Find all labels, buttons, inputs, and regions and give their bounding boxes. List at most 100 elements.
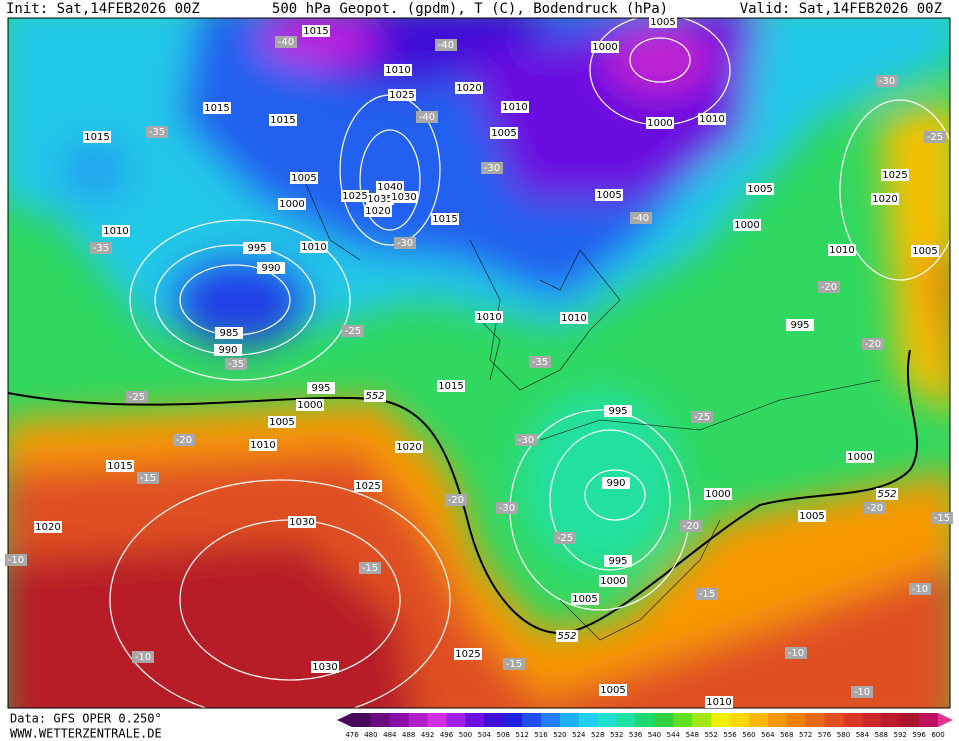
isobar-label-bg — [475, 311, 503, 323]
colorbar-swatch — [465, 713, 485, 727]
isobar-label: 1020 — [35, 522, 60, 533]
temperature-label-bg — [445, 494, 467, 506]
temperature-label-bg — [225, 358, 247, 370]
colorbar-swatch — [786, 713, 807, 727]
isobar-label: 1005 — [912, 246, 937, 257]
isobar-label: 1000 — [600, 576, 625, 587]
isobar-label-bg — [215, 327, 243, 339]
isobar-label: 1035 — [367, 194, 392, 205]
isobar-label: 1000 — [647, 118, 672, 129]
temperature-label-bg — [909, 583, 931, 595]
isobar-label-bg — [388, 89, 416, 101]
colorbar-swatch — [616, 713, 637, 727]
isobar-label-bg — [243, 242, 271, 254]
isobar-label: 1010 — [561, 313, 586, 324]
colorbar-label: 560 — [742, 731, 755, 739]
colorbar-swatch — [730, 713, 750, 727]
temperature-label-bg — [862, 338, 884, 350]
colorbar-swatch — [862, 713, 882, 727]
height-label-bg — [364, 390, 386, 402]
isobar-label: 1010 — [103, 226, 128, 237]
colorbar-label: 580 — [837, 731, 850, 739]
isobar-label: 1010 — [301, 242, 326, 253]
isobar-label: 1005 — [747, 184, 772, 195]
isobar-label-bg — [604, 405, 632, 417]
isobar-label-bg — [390, 191, 418, 203]
temperature-label: -10 — [912, 584, 928, 595]
colorbar-swatch — [654, 713, 674, 727]
isobar-label: 1005 — [491, 128, 516, 139]
isobar-label-bg — [290, 172, 318, 184]
isobar-label: 1010 — [706, 697, 731, 708]
isobar-label: 1025 — [389, 90, 414, 101]
isobar-label-bg — [106, 460, 134, 472]
isobar-label: 1005 — [650, 17, 675, 28]
temperature-label-bg — [137, 472, 159, 484]
colorbar-label: 600 — [931, 731, 944, 739]
isobar-label-bg — [846, 451, 874, 463]
colorbar-swatch — [559, 713, 580, 727]
data-source: Data: GFS OPER 0.250° — [10, 712, 162, 726]
isobar-label-bg — [705, 696, 733, 708]
website: WWW.WETTERZENTRALE.DE — [10, 727, 162, 741]
colorbar-swatch — [843, 713, 863, 727]
temperature-label: -30 — [879, 76, 895, 87]
temperature-label: -15 — [934, 513, 950, 524]
isobar-label-bg — [278, 198, 306, 210]
isobar-label: 1020 — [365, 206, 390, 217]
colorbar-label: 512 — [515, 731, 528, 739]
isobar-label: 1020 — [456, 83, 481, 94]
isobar-label: 1000 — [734, 220, 759, 231]
map-title: 500 hPa Geopot. (gpdm), T (C), Bodendruc… — [272, 1, 668, 17]
colorbar-label: 548 — [686, 731, 699, 739]
isobar-label: 1015 — [204, 103, 229, 114]
isobar-label-bg — [269, 114, 297, 126]
temperature-label-bg — [5, 554, 27, 566]
colorbar-swatch — [824, 713, 844, 727]
colorbar-swatch — [370, 713, 391, 727]
temperature-label-bg — [496, 502, 518, 514]
colorbar-swatch — [767, 713, 788, 727]
colorbar-label: 492 — [421, 731, 434, 739]
isobar-label: 990 — [261, 263, 280, 274]
colorbar-swatch — [503, 713, 523, 727]
isobar-label-bg — [268, 416, 296, 428]
temperature-label-bg — [126, 391, 148, 403]
isobar-label-bg — [203, 102, 231, 114]
isobar-label-bg — [490, 127, 518, 139]
colorbar-swatch — [881, 713, 901, 727]
temperature-label: -15 — [140, 473, 156, 484]
isobar-label-bg — [560, 312, 588, 324]
colorbar-label: 588 — [875, 731, 888, 739]
temperature-label: -20 — [821, 282, 837, 293]
temperature-label-bg — [876, 75, 898, 87]
isobar-label: 1000 — [279, 199, 304, 210]
isobar-label-bg — [595, 189, 623, 201]
temperature-label: -20 — [176, 435, 192, 446]
temperature-label: -10 — [788, 648, 804, 659]
isobar-label-bg — [571, 593, 599, 605]
isobar-label: 1005 — [799, 511, 824, 522]
colorbar-swatch — [900, 713, 920, 727]
isobar-label: 1005 — [600, 685, 625, 696]
isobar-label: 1005 — [572, 594, 597, 605]
colorbar-label: 528 — [591, 731, 604, 739]
isobar-label: 1025 — [455, 649, 480, 660]
temperature-label-bg — [554, 532, 576, 544]
height-label: 552 — [557, 631, 576, 642]
isobar-label-bg — [881, 169, 909, 181]
valid-time: Valid: Sat,14FEB2026 00Z — [740, 1, 942, 17]
isobar-label: 1010 — [829, 245, 854, 256]
isobar-label-bg — [364, 205, 392, 217]
isobar-label: 1000 — [297, 400, 322, 411]
temperature-label-bg — [146, 126, 168, 138]
isobar-label-bg — [288, 516, 316, 528]
isobar-label-bg — [501, 101, 529, 113]
colorbar-swatch — [408, 713, 429, 727]
temperature-label-bg — [630, 212, 652, 224]
colorbar-arrow-left — [337, 713, 352, 727]
isobar-label-bg — [307, 382, 335, 394]
colorbar-label: 516 — [534, 731, 548, 739]
isobar-label-bg — [437, 380, 465, 392]
isobar-label-bg — [249, 439, 277, 451]
